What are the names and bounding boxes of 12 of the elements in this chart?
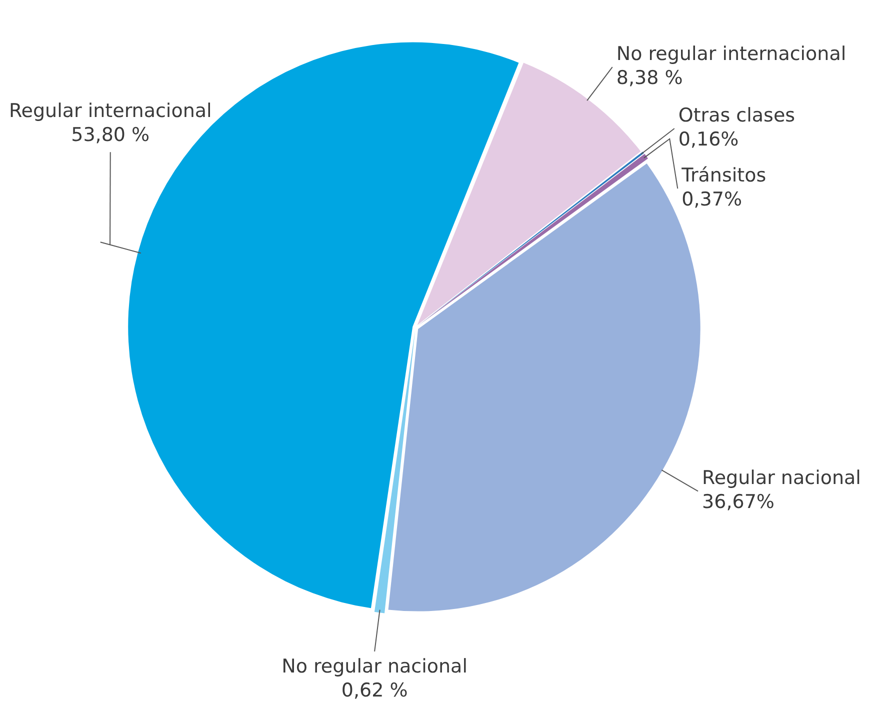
slice-label: Otras clases — [678, 104, 796, 126]
slice-label: Tránsitos — [680, 164, 766, 186]
data-label: 0,37% — [682, 188, 742, 210]
slice-label: No regular nacional — [282, 655, 468, 678]
data-label: 53,80 % — [71, 124, 150, 146]
data-label: 36,67% — [702, 491, 774, 514]
data-label: 0,62 % — [341, 679, 408, 702]
data-label: 0,16% — [678, 128, 739, 150]
slice-label: Regular nacional — [702, 467, 861, 490]
slice-label: No regular internacional — [616, 42, 846, 65]
data-label: 8,38 % — [616, 66, 683, 89]
slice-label: Regular internacional — [8, 100, 212, 122]
